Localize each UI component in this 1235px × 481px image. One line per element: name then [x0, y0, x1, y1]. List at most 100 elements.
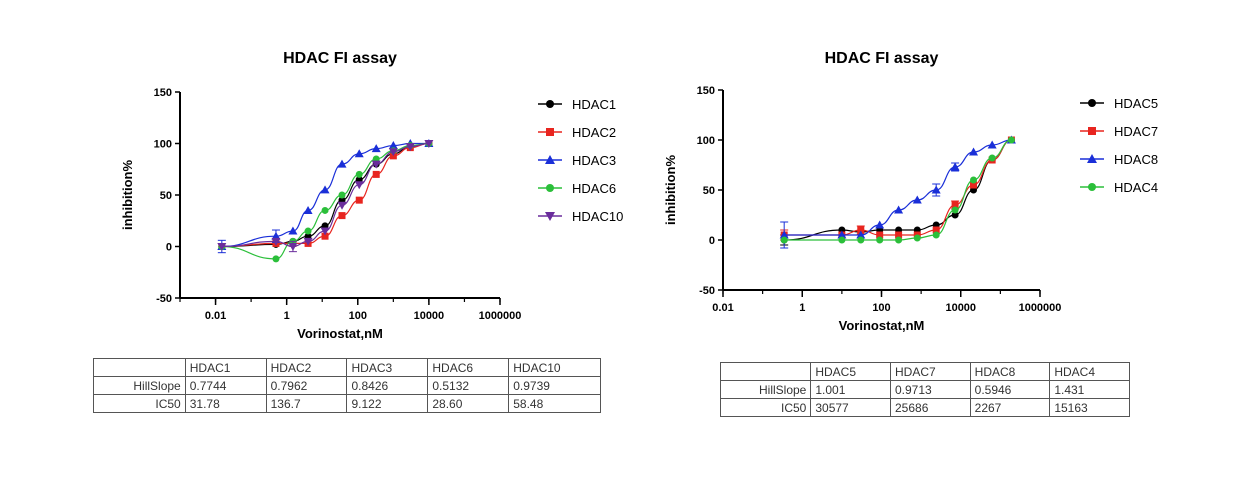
data-point — [355, 196, 363, 204]
table-header-cell — [719, 362, 812, 381]
legend-marker — [546, 128, 554, 136]
legend-item-hdac3: HDAC3 — [538, 153, 616, 168]
y-axis-label: inhibition% — [120, 160, 135, 230]
data-point — [988, 154, 996, 162]
series-hdac10 — [217, 140, 434, 253]
data-point — [876, 236, 884, 244]
x-tick-label: 1 — [799, 302, 805, 314]
table-header-cell: HDAC5 — [810, 362, 891, 381]
table-header-cell: HDAC2 — [265, 358, 348, 377]
data-point — [371, 160, 381, 169]
table-header-cell: HDAC8 — [969, 362, 1051, 381]
y-tick-label: 50 — [160, 190, 172, 202]
x-tick-label: 100 — [872, 302, 890, 314]
x-axis-label: Vorinostat,nM — [297, 326, 383, 341]
y-tick-label: 100 — [697, 135, 715, 147]
legend-marker — [1088, 127, 1096, 135]
data-point — [424, 140, 434, 148]
table-cell: 0.8426 — [346, 376, 429, 395]
right-dose-response-chart: HDAC FI assay 150 100 50 0 -50 0.01 1 100 10000 10… — [663, 50, 1158, 333]
right-parameters-table: HDAC5 HDAC7 HDAC8 HDAC4 HillSlope 1.001 … — [719, 362, 1130, 417]
y-tick-label: 0 — [166, 242, 172, 254]
data-point — [951, 211, 959, 219]
data-point — [970, 181, 978, 189]
data-point — [837, 230, 847, 239]
data-point — [987, 140, 997, 149]
table-cell: 15163 — [1049, 398, 1130, 417]
data-point — [355, 170, 363, 178]
left-chart-panel: HDAC FI assay 150 100 50 0 -50 0.01 1 100 10000 10… — [93, 50, 623, 413]
data-point — [354, 181, 364, 190]
data-point — [272, 255, 280, 263]
data-point — [894, 205, 904, 214]
y-tick-label: -50 — [156, 293, 172, 305]
data-point — [288, 243, 298, 251]
table-row: IC50 31.78 136.7 9.122 28.60 58.48 — [93, 394, 601, 413]
y-tick-label: 150 — [697, 85, 715, 97]
chart-title: HDAC FI assay — [825, 50, 939, 67]
legend-marker — [1088, 99, 1096, 107]
y-axis-label: inhibition% — [663, 155, 678, 225]
data-point — [779, 230, 789, 239]
table-row-label: HillSlope — [93, 376, 186, 395]
data-point — [271, 237, 281, 246]
data-point — [405, 143, 415, 152]
legend-label: HDAC2 — [572, 125, 616, 140]
data-point — [931, 185, 941, 194]
legend-label: HDAC7 — [1114, 124, 1158, 139]
legend-item-hdac5: HDAC5 — [1080, 96, 1158, 111]
right-chart-panel: HDAC FI assay 150 100 50 0 -50 0.01 1 100 10000 10… — [620, 0, 1235, 481]
y-tick-label: 150 — [154, 87, 172, 99]
data-point — [372, 170, 380, 178]
table-cell: 1.431 — [1049, 380, 1130, 399]
table-cell: 0.9739 — [508, 376, 601, 395]
series-hdac7 — [780, 136, 1015, 241]
table-cell: 0.5132 — [427, 376, 510, 395]
legend-label: HDAC6 — [572, 181, 616, 196]
legend-item-hdac8: HDAC8 — [1080, 152, 1158, 167]
data-point — [337, 159, 347, 168]
table-cell: 0.7962 — [265, 376, 348, 395]
series-hdac8 — [779, 135, 1016, 249]
data-point — [288, 226, 298, 235]
table-cell: 58.48 — [508, 394, 601, 413]
legend-item-hdac7: HDAC7 — [1080, 124, 1158, 139]
legend-marker — [545, 155, 555, 164]
table-header-row: HDAC5 HDAC7 HDAC8 HDAC4 — [719, 362, 1130, 381]
data-point — [354, 149, 364, 158]
data-point — [913, 234, 921, 242]
table-header-cell: HDAC1 — [184, 358, 267, 377]
table-header-cell: HDAC3 — [346, 358, 429, 377]
data-point — [337, 201, 347, 210]
legend-marker — [546, 184, 554, 192]
data-point — [857, 236, 865, 244]
chart-title: HDAC FI assay — [283, 50, 397, 67]
data-point — [951, 201, 959, 209]
data-point — [838, 236, 846, 244]
data-point — [338, 212, 346, 220]
x-tick-label: 1 — [284, 310, 290, 322]
series-hdac5 — [780, 136, 1015, 246]
data-point — [320, 227, 330, 236]
data-point — [875, 220, 885, 229]
data-point — [780, 236, 788, 244]
data-point — [969, 147, 979, 156]
legend-item-hdac6: HDAC6 — [538, 181, 616, 196]
data-point — [371, 144, 381, 153]
data-point — [271, 231, 281, 240]
data-point — [876, 231, 884, 239]
legend-label: HDAC8 — [1114, 152, 1158, 167]
table-header-row: HDAC1 HDAC2 HDAC3 HDAC6 HDAC10 — [93, 358, 601, 377]
legend-label: HDAC4 — [1114, 180, 1158, 195]
data-point — [950, 162, 960, 171]
data-point — [932, 226, 940, 234]
left-dose-response-chart: HDAC FI assay 150 100 50 0 -50 0.01 1 100 10000 10… — [120, 50, 623, 341]
x-tick-label: 1000000 — [1019, 302, 1062, 314]
data-point — [895, 236, 903, 244]
y-tick-label: 100 — [154, 139, 172, 151]
legend-label: HDAC10 — [572, 209, 623, 224]
data-point — [303, 205, 313, 214]
data-point — [912, 195, 922, 204]
series-hdac4 — [780, 136, 1015, 244]
legend-marker — [1088, 183, 1096, 191]
